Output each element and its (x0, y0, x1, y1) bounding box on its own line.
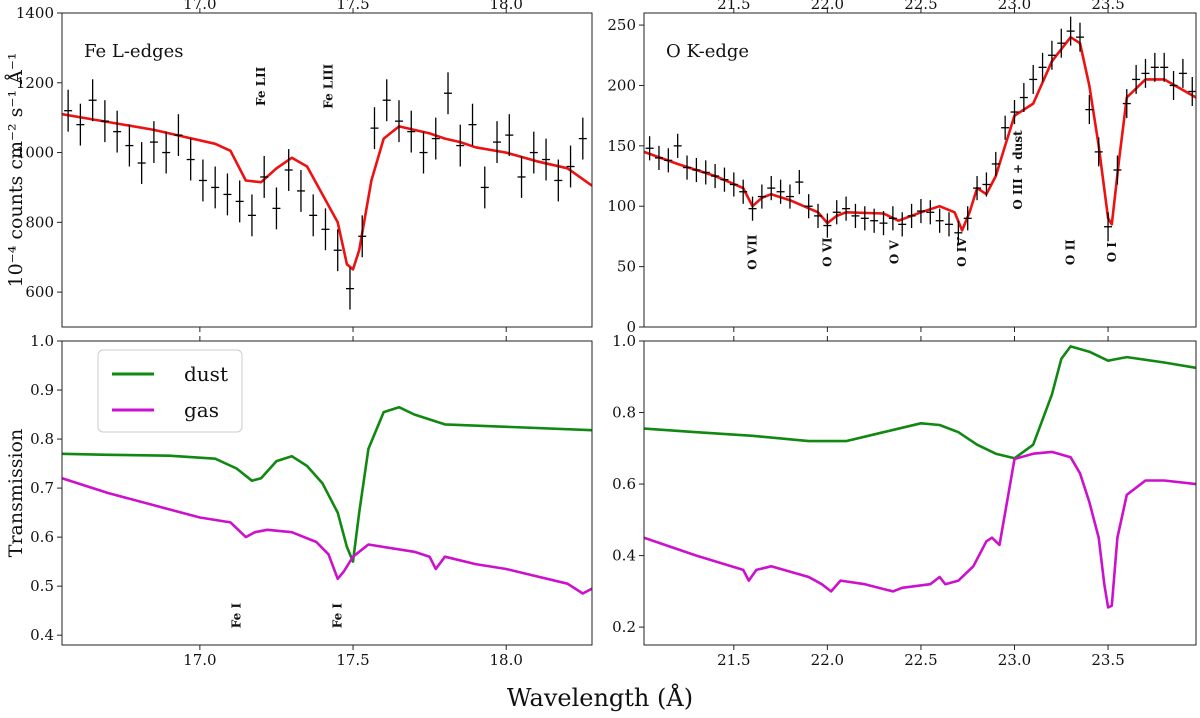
annotation-label: O I (1105, 242, 1119, 263)
x-tick-label: 23.0 (998, 0, 1031, 13)
y-tick-label: 0.5 (30, 577, 54, 595)
annotation-label: O III + dust (1011, 130, 1025, 210)
y-tick-label: 1.0 (612, 332, 636, 350)
y-tick-label: 0.8 (612, 404, 636, 422)
y-tick-label: 1400 (16, 4, 54, 22)
x-tick-label: 22.0 (811, 0, 844, 13)
y-tick-label: 0.9 (30, 381, 54, 399)
series-data-o_top (645, 16, 1196, 245)
panel-o_bottom: 21.5 22.0 22.5 23.0 23.5 0.2 0.4 0.6 0.8 1.0 (612, 332, 1197, 669)
x-tick-label: 22.5 (904, 0, 937, 13)
y-tick-label: 0.7 (30, 479, 54, 497)
y-tick-label: 1000 (16, 144, 54, 162)
axes-frame-o_bottom (643, 340, 1197, 646)
series-line-dust-o_bottom (644, 345, 1196, 460)
plot-area-fe_top (62, 72, 592, 310)
legend-label-dust: dust (184, 362, 228, 386)
y-tick-label: 150 (607, 137, 636, 155)
series-line-model-o_top (644, 35, 1196, 232)
y-tick-label: 0.2 (612, 618, 636, 636)
x-tick-label: 17.5 (336, 651, 369, 669)
y-tick-label: 200 (607, 76, 636, 94)
series-line-gas-o_bottom (644, 450, 1196, 609)
x-tick-label: 22.0 (811, 651, 844, 669)
y-axis-label-fe_top: 10⁻⁴ counts cm⁻² s⁻¹ Å⁻¹ (5, 53, 27, 288)
legend-label-gas: gas (184, 398, 219, 422)
y-tick-label: 0.4 (30, 626, 54, 644)
y-tick-label: 100 (607, 197, 636, 215)
y-tick-label: 800 (25, 213, 54, 231)
panel-fe_bottom: 17.0 17.5 18.0 0.4 0.5 0.6 0.7 0.8 0.9 1.0 Transmi… (5, 332, 593, 669)
series-line-model-fe_top (62, 112, 592, 271)
x-tick-label: 17.5 (336, 0, 369, 13)
y-tick-label: 0.8 (30, 430, 54, 448)
x-tick-label: 18.0 (490, 0, 523, 13)
annotation-label: Fe LIII (322, 63, 336, 108)
annotation-label: O V (888, 239, 902, 264)
annotation-label: O VII (746, 234, 760, 270)
series-line-gas-fe_bottom (62, 477, 592, 595)
y-tick-label: 250 (607, 16, 636, 34)
y-tick-label: 50 (617, 258, 636, 276)
legend: dust gas (97, 349, 243, 433)
axes-frame-o_top (643, 12, 1197, 328)
panel-title-o_top: O K-edge (666, 41, 749, 62)
annotation-label: O VI (820, 237, 834, 267)
series-line-dust-fe_bottom (62, 405, 592, 563)
annotation-label: Fe LII (254, 66, 268, 106)
x-tick-label: 17.0 (183, 651, 216, 669)
y-tick-label: 0 (626, 318, 636, 336)
x-tick-label: 23.0 (998, 651, 1031, 669)
plot-area-o_top (644, 16, 1196, 245)
y-tick-label: 1200 (16, 74, 54, 92)
x-tick-label: 21.5 (717, 651, 750, 669)
annotation-label: O IV (955, 237, 969, 267)
y-tick-label: 0.4 (612, 547, 636, 565)
x-tick-label: 21.5 (717, 0, 750, 13)
y-tick-label: 600 (25, 283, 54, 301)
annotation-label: Fe I (230, 603, 244, 629)
x-tick-label: 18.0 (490, 651, 523, 669)
plot-area-o_bottom (644, 345, 1196, 609)
x-tick-label: 17.0 (183, 0, 216, 13)
plot-area-fe_bottom (62, 405, 592, 595)
panel-o_top: 21.5 22.0 22.5 23.0 23.5 0 50 100 150 200 250 O K-e… (607, 0, 1197, 336)
series-data-fe_top (64, 72, 587, 310)
y-tick-label: 0.6 (612, 475, 636, 493)
y-axis-label-fe_bottom: Transmission (5, 429, 27, 557)
x-tick-label: 23.5 (1091, 651, 1124, 669)
axes-frame-fe_top (61, 12, 593, 328)
panel-fe_top: 17.0 17.5 18.0 600 800 1000 1200 1400 Fe L-edges… (5, 0, 593, 332)
annotation-label: Fe I (331, 603, 345, 629)
axes-frame-fe_bottom (61, 340, 593, 646)
x-axis-label: Wavelength (Å) (507, 683, 693, 712)
panel-title-fe_top: Fe L-edges (84, 41, 184, 62)
annotation-label: O II (1064, 239, 1078, 265)
y-tick-label: 1.0 (30, 332, 54, 350)
x-tick-label: 22.5 (904, 651, 937, 669)
y-tick-label: 0.6 (30, 528, 54, 546)
x-tick-label: 23.5 (1091, 0, 1124, 13)
